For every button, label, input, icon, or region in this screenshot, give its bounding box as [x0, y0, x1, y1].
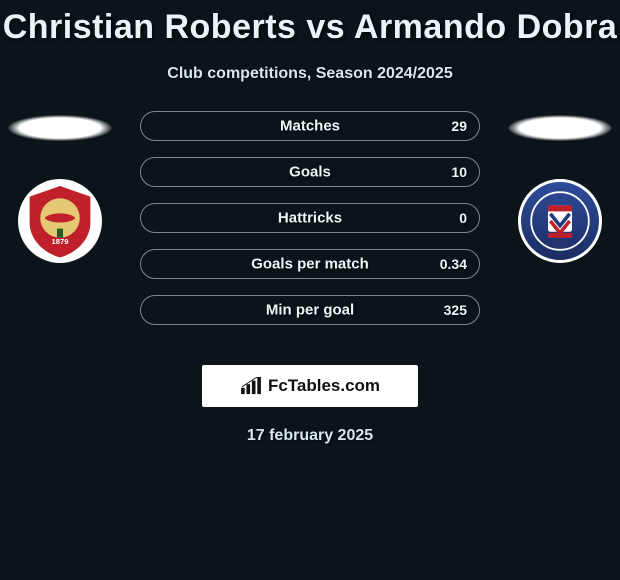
player-shadow-icon: [8, 115, 112, 141]
player-right-column: [500, 111, 620, 263]
player-shadow-icon: [508, 115, 612, 141]
stat-label: Matches: [280, 118, 340, 135]
stat-bar: Goals per match 0.34: [140, 249, 480, 279]
stat-bar: Hattricks 0: [140, 203, 480, 233]
stat-value-right: 0: [459, 210, 467, 226]
chesterfield-logo-icon: [518, 179, 602, 263]
stat-bar: Goals 10: [140, 157, 480, 187]
stat-value-right: 29: [451, 118, 467, 134]
page-title: Christian Roberts vs Armando Dobra: [0, 0, 620, 47]
page-subtitle: Club competitions, Season 2024/2025: [0, 65, 620, 83]
player-left-column: 1879: [0, 111, 120, 263]
stat-label: Goals: [289, 164, 331, 181]
stat-label: Hattricks: [278, 210, 342, 227]
stat-value-right: 325: [444, 302, 467, 318]
stat-bar: Matches 29: [140, 111, 480, 141]
stat-value-right: 0.34: [440, 256, 467, 272]
bar-chart-icon: [240, 377, 262, 395]
brand-text: FcTables.com: [268, 376, 380, 396]
stat-label: Goals per match: [251, 256, 369, 273]
stats-area: 1879 Matches 29 Goals 10: [0, 111, 620, 351]
stat-label: Min per goal: [266, 302, 354, 319]
date-label: 17 february 2025: [0, 427, 620, 445]
swindon-town-logo-icon: 1879: [18, 179, 102, 263]
stat-value-right: 10: [451, 164, 467, 180]
svg-text:1879: 1879: [52, 237, 69, 246]
stat-bar: Min per goal 325: [140, 295, 480, 325]
brand-box[interactable]: FcTables.com: [202, 365, 418, 407]
stat-bars: Matches 29 Goals 10 Hattricks 0 Goals pe…: [140, 111, 480, 341]
